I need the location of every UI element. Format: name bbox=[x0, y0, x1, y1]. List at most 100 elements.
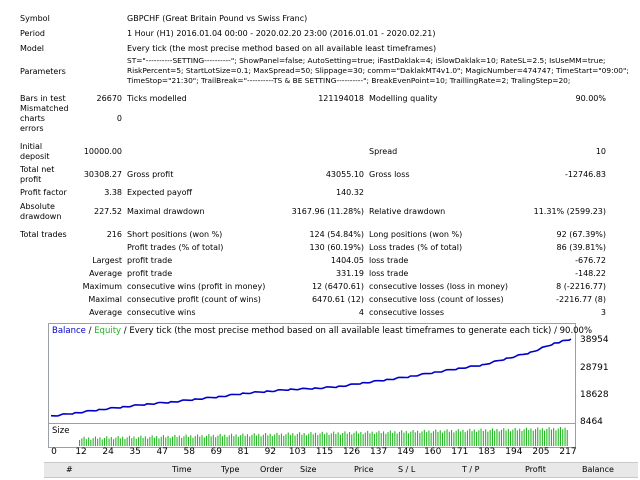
col-header-order[interactable]: Order bbox=[260, 465, 283, 474]
size-bar bbox=[412, 430, 414, 446]
size-bar bbox=[94, 436, 96, 446]
size-bar bbox=[353, 432, 355, 446]
period-label: Period bbox=[20, 29, 45, 38]
average-profit-value: 331.19 bbox=[336, 269, 364, 278]
size-bar bbox=[423, 429, 425, 446]
col-header-number[interactable]: # bbox=[66, 465, 73, 474]
size-bar bbox=[383, 431, 385, 446]
size-bar bbox=[97, 438, 99, 446]
col-header-type[interactable]: Type bbox=[221, 465, 240, 474]
size-bar bbox=[271, 436, 273, 446]
max-consec-profit-value: 6470.61 (12) bbox=[311, 295, 364, 304]
short-value: 124 (54.84%) bbox=[309, 230, 364, 239]
largest-loss-label: loss trade bbox=[369, 256, 409, 265]
size-bar bbox=[442, 432, 444, 446]
size-bar bbox=[187, 437, 189, 446]
x-axis: 0 12 24 35 47 58 69 81 92 103 115 126 137 149 160 171 18… bbox=[48, 447, 578, 459]
x-tick-label: 12 bbox=[75, 447, 87, 457]
size-bar bbox=[398, 431, 400, 446]
gross-profit-label: Gross profit bbox=[127, 170, 174, 179]
col-header-price[interactable]: Price bbox=[354, 465, 374, 474]
size-bar bbox=[190, 435, 192, 446]
col-header-profit[interactable]: Profit bbox=[525, 465, 546, 474]
mismatch-label-2: charts bbox=[20, 114, 45, 123]
size-bar bbox=[378, 430, 380, 446]
size-bar bbox=[308, 433, 310, 446]
spread-value: 10 bbox=[595, 147, 606, 156]
average-2-label: Average bbox=[89, 308, 122, 317]
size-bar bbox=[167, 435, 169, 446]
size-bar bbox=[553, 427, 555, 446]
size-bar bbox=[478, 430, 480, 446]
size-bar bbox=[85, 439, 87, 446]
avg-consec-losses-value: 3 bbox=[600, 308, 606, 317]
size-bar bbox=[417, 430, 419, 446]
absdd-label-1: Absolute bbox=[20, 202, 55, 211]
size-bar bbox=[328, 434, 330, 446]
size-bar bbox=[539, 429, 541, 446]
x-tick-label: 92 bbox=[264, 447, 277, 457]
size-bar bbox=[215, 437, 217, 446]
quality-value: 90.00% bbox=[575, 94, 606, 103]
balance-chart: Balance / Equity / Every tick (the most … bbox=[48, 323, 592, 448]
col-header-sl[interactable]: S / L bbox=[398, 465, 416, 474]
size-bar bbox=[457, 429, 459, 446]
size-bar bbox=[514, 427, 516, 446]
size-bar bbox=[262, 434, 264, 446]
size-bar bbox=[349, 432, 351, 446]
col-header-size[interactable]: Size bbox=[300, 465, 317, 474]
size-bar bbox=[566, 430, 568, 446]
chart-title-rest: / Every tick (the most precise method ba… bbox=[121, 326, 593, 336]
size-bar bbox=[344, 431, 346, 446]
size-bar bbox=[319, 433, 321, 446]
size-bar bbox=[128, 435, 130, 446]
x-tick-label: 205 bbox=[532, 447, 550, 457]
size-bar bbox=[414, 432, 416, 446]
mismatch-label-1: Mismatched bbox=[20, 104, 69, 113]
size-bar bbox=[537, 427, 539, 446]
net-label-1: Total net bbox=[20, 165, 55, 174]
col-header-time[interactable]: Time bbox=[172, 465, 192, 474]
size-bar bbox=[376, 432, 378, 446]
size-bar bbox=[174, 434, 176, 446]
y-tick-label: 18628 bbox=[580, 390, 609, 400]
size-bar bbox=[485, 429, 487, 446]
parameters-line-1: ST="----------SETTING----------"; ShowPa… bbox=[127, 56, 606, 65]
size-bar bbox=[407, 433, 409, 446]
size-bar bbox=[394, 431, 396, 446]
size-bar bbox=[523, 429, 525, 446]
size-bar bbox=[476, 431, 478, 446]
avg-consec-losses-label: consecutive losses bbox=[369, 308, 445, 317]
x-tick-label: 103 bbox=[288, 447, 307, 457]
deposit-label-2: deposit bbox=[20, 152, 50, 161]
long-label: Long positions (won %) bbox=[369, 230, 463, 239]
size-bar bbox=[396, 433, 398, 446]
size-bar bbox=[242, 433, 244, 446]
parameters-label: Parameters bbox=[20, 67, 66, 76]
size-bar bbox=[290, 434, 292, 446]
x-tick-label: 217 bbox=[559, 447, 577, 457]
size-bar bbox=[169, 438, 171, 446]
size-bar bbox=[122, 436, 124, 446]
size-bar bbox=[226, 437, 228, 446]
size-bar bbox=[373, 434, 375, 446]
size-bar bbox=[403, 432, 405, 446]
col-header-balance[interactable]: Balance bbox=[582, 465, 614, 474]
size-bar bbox=[512, 429, 514, 446]
size-bar bbox=[285, 434, 287, 446]
size-bar bbox=[380, 433, 382, 446]
size-bar bbox=[151, 435, 153, 446]
size-bar bbox=[410, 431, 412, 446]
size-bar bbox=[559, 427, 561, 446]
avg-consec-wins-label: consecutive wins bbox=[127, 308, 196, 317]
size-bar bbox=[446, 429, 448, 446]
size-bar bbox=[172, 436, 174, 446]
x-tick-label: 0 bbox=[51, 447, 57, 457]
size-bar bbox=[346, 433, 348, 446]
size-bar bbox=[342, 433, 344, 446]
size-bar bbox=[498, 431, 500, 446]
size-bar bbox=[516, 430, 518, 446]
col-header-tp[interactable]: T / P bbox=[462, 465, 480, 474]
maximal-label: Maximal bbox=[88, 295, 122, 304]
max-consec-losses-label: consecutive losses (loss in money) bbox=[369, 282, 509, 291]
